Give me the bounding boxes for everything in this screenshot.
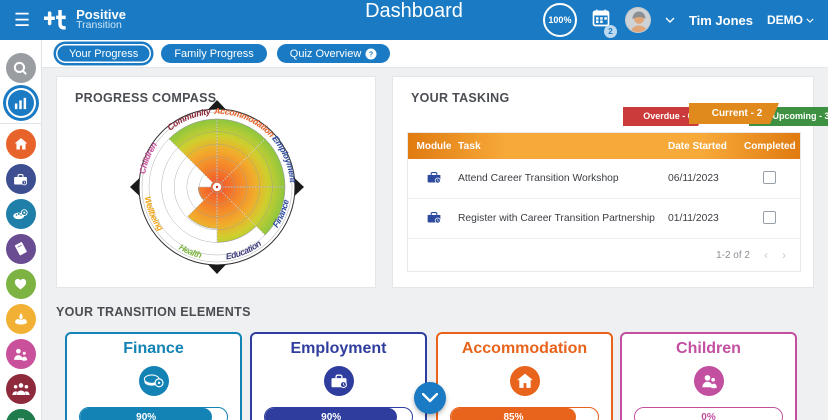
svg-text:Health: Health bbox=[177, 242, 202, 260]
svg-text:Education: Education bbox=[225, 238, 263, 261]
svg-text:Wellbeing: Wellbeing bbox=[143, 195, 166, 233]
svg-text:?: ? bbox=[369, 51, 373, 58]
